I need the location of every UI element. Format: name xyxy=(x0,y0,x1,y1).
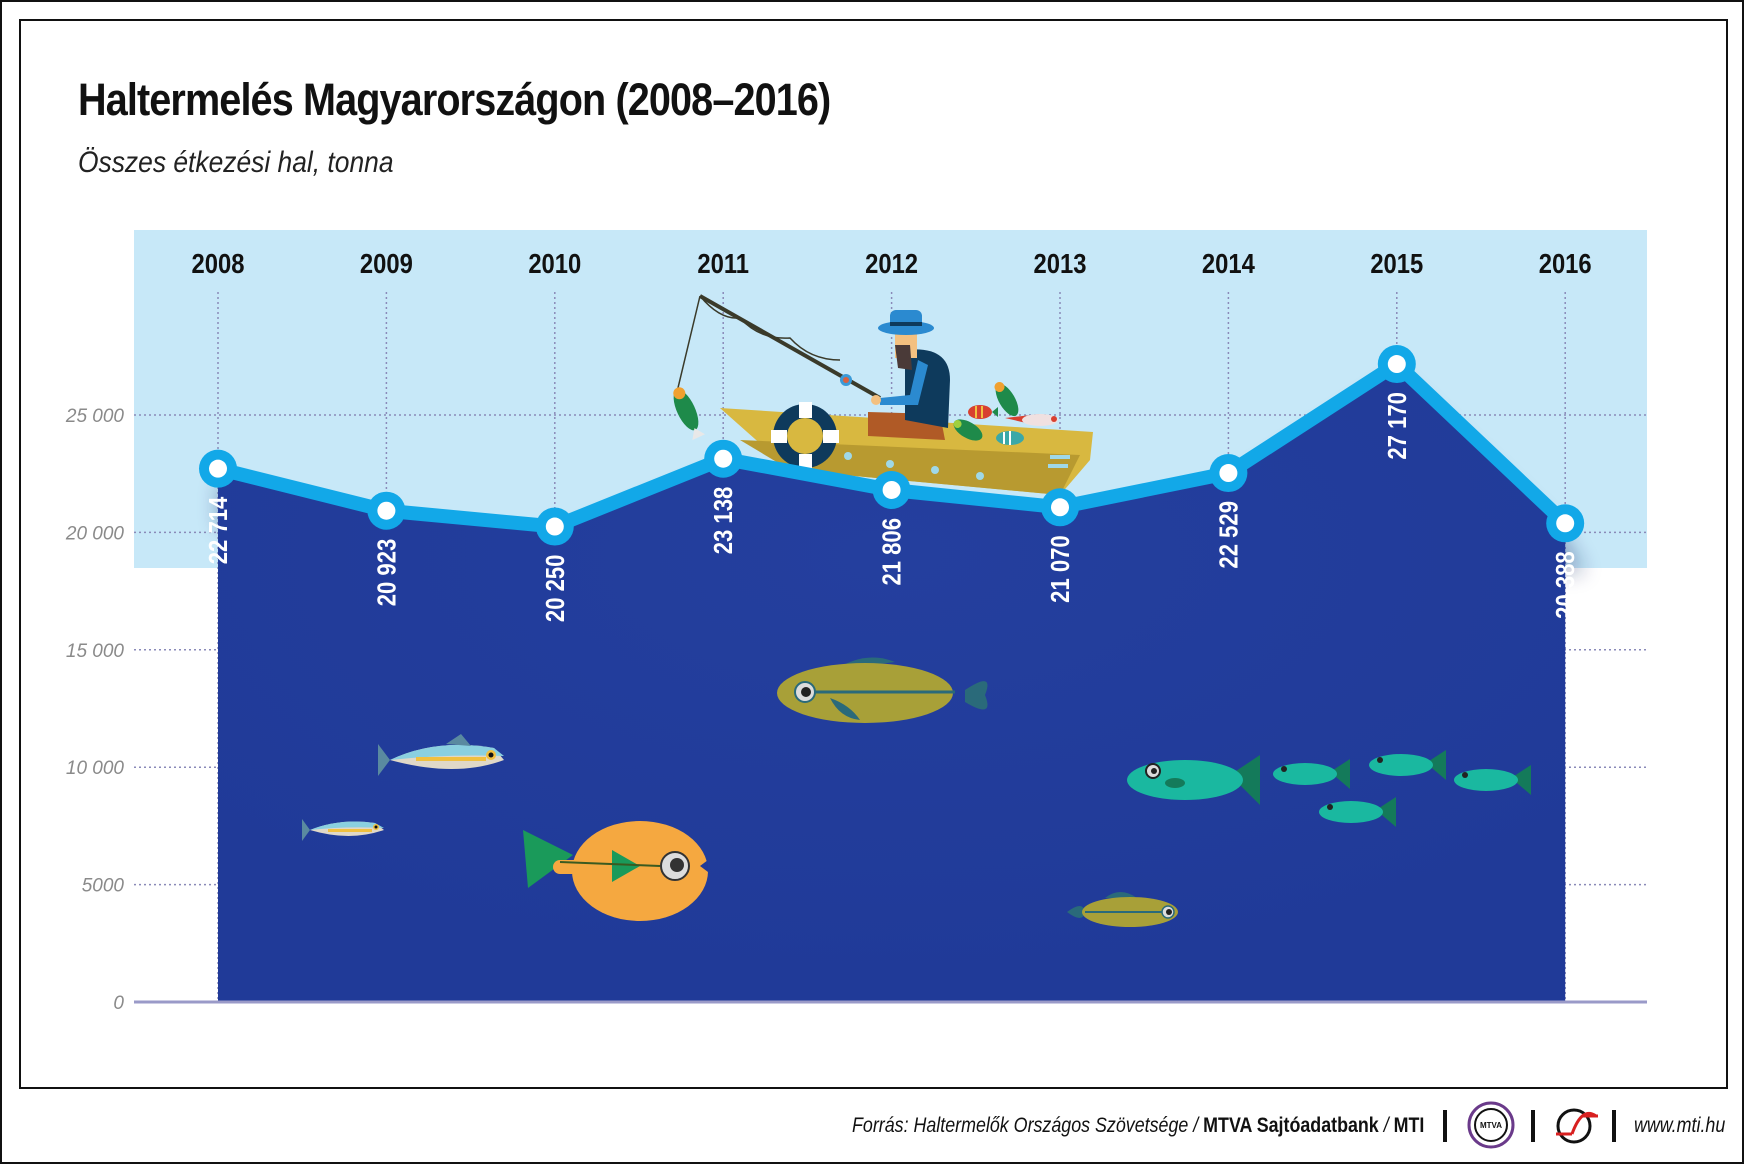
year-label: 2015 xyxy=(1370,247,1423,279)
y-tick-label: 15 000 xyxy=(66,641,125,662)
data-markers xyxy=(199,345,1585,546)
mackerel-fish-small xyxy=(302,819,384,841)
value-label: 22 714 xyxy=(204,496,233,564)
y-axis-labels: 0 5000 10 000 15 000 20 000 25 000 xyxy=(65,406,125,1014)
x-axis-year-labels: 2008 2009 2010 2011 2012 2013 2014 2015 2016 xyxy=(192,247,1592,279)
year-label: 2012 xyxy=(865,247,918,279)
value-label: 20 923 xyxy=(373,539,402,607)
mti-logo-icon xyxy=(1556,1108,1598,1144)
year-label: 2010 xyxy=(528,247,581,279)
value-label: 23 138 xyxy=(710,487,739,555)
svg-text:MTVA: MTVA xyxy=(1480,1121,1502,1130)
mtva-logo-icon: MTVA xyxy=(1467,1101,1515,1149)
value-label: 22 529 xyxy=(1215,501,1244,569)
value-label: 20 250 xyxy=(541,555,570,623)
divider xyxy=(1443,1110,1447,1142)
year-label: 2011 xyxy=(697,247,749,279)
y-tick-label: 0 xyxy=(113,993,124,1014)
year-label: 2008 xyxy=(192,247,245,279)
value-label: 20 388 xyxy=(1552,551,1581,619)
year-label: 2016 xyxy=(1539,247,1592,279)
page-subtitle: Összes étkezési hal, tonna xyxy=(78,146,394,179)
year-label: 2014 xyxy=(1202,247,1255,279)
value-label: 21 806 xyxy=(878,518,907,586)
teal-fish-school xyxy=(1127,750,1531,827)
page-title: Haltermelés Magyarországon (2008–2016) xyxy=(78,74,831,125)
y-tick-label: 10 000 xyxy=(66,758,125,779)
y-tick-label: 20 000 xyxy=(65,523,125,544)
olive-fish-small xyxy=(1067,892,1178,927)
fisherman-boat-illustration xyxy=(673,294,1093,495)
divider xyxy=(1612,1110,1616,1142)
pufferfish-orange xyxy=(523,821,708,921)
source-credit: Forrás: Haltermelők Országos Szövetsége … xyxy=(851,1114,1424,1137)
value-label: 27 170 xyxy=(1383,392,1412,460)
mackerel-fish-large xyxy=(378,734,504,776)
value-labels: 22 714 20 923 20 250 23 138 21 806 21 070 22 5… xyxy=(204,392,1580,622)
olive-fish-large xyxy=(777,657,988,723)
year-label: 2013 xyxy=(1034,247,1087,279)
divider xyxy=(1531,1110,1535,1142)
website-link[interactable]: www.mti.hu xyxy=(1634,1114,1726,1137)
y-tick-label: 25 000 xyxy=(65,406,125,427)
value-label: 21 070 xyxy=(1046,535,1075,603)
footer: Forrás: Haltermelők Országos Szövetsége … xyxy=(0,1096,1744,1156)
y-tick-label: 5000 xyxy=(82,876,125,897)
year-label: 2009 xyxy=(360,247,413,279)
